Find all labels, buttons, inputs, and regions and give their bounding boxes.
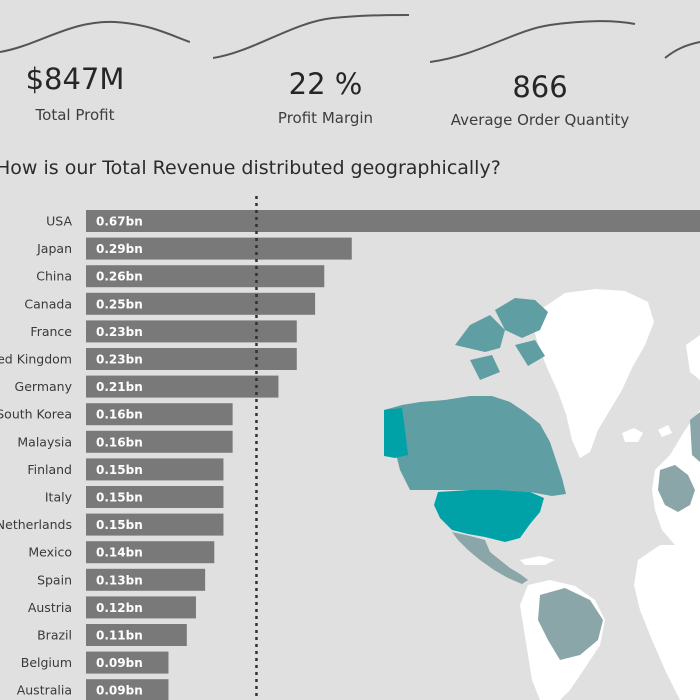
data-label: 0.09bn	[96, 656, 143, 670]
bar-brazil[interactable]	[86, 624, 187, 646]
map-caribbean[interactable]	[520, 556, 555, 565]
kpi-value: 866	[512, 70, 568, 104]
map-mexico[interactable]	[452, 532, 528, 584]
chart-title: How is our Total Revenue distributed geo…	[0, 157, 501, 179]
data-label: 0.15bn	[96, 491, 143, 505]
map-island[interactable]	[658, 425, 672, 437]
sparkline-icon	[0, 20, 190, 53]
kpi-label: Profit Margin	[277, 109, 374, 127]
bar-germany[interactable]	[86, 375, 279, 398]
bar-mexico[interactable]	[86, 541, 215, 564]
category-label: Japan	[36, 241, 72, 256]
bar-spain[interactable]	[86, 568, 206, 591]
category-label: Australia	[17, 683, 72, 698]
map-iceland[interactable]	[622, 428, 643, 442]
category-label: Belgium	[21, 655, 72, 670]
map-scandinavia[interactable]	[686, 335, 700, 380]
bar-usa[interactable]	[86, 210, 700, 232]
category-label: Austria	[28, 600, 72, 615]
map-africa[interactable]	[634, 545, 700, 700]
category-label: Italy	[45, 490, 73, 505]
category-label: Spain	[37, 572, 72, 587]
category-label: France	[30, 324, 72, 339]
category-label: Finland	[27, 462, 72, 477]
map-canada-islands[interactable]	[455, 298, 548, 380]
bar-france[interactable]	[86, 320, 297, 343]
kpi-row: $847M Total Profit 22 % Profit Margin 86…	[0, 0, 700, 140]
sparkline-icon	[664, 41, 700, 59]
map-brazil[interactable]	[538, 588, 603, 660]
bar-united-kingdom[interactable]	[86, 348, 297, 370]
data-label: 0.16bn	[96, 408, 143, 422]
bar-austria[interactable]	[86, 596, 196, 619]
bar-australia[interactable]	[86, 679, 169, 700]
category-label: USA	[46, 214, 72, 229]
kpi-total-profit[interactable]: $847M Total Profit	[0, 0, 190, 140]
map-alaska[interactable]	[384, 408, 408, 458]
bar-finland[interactable]	[86, 458, 224, 481]
map-europe-highlight[interactable]	[658, 465, 695, 512]
kpi-label: Total Profit	[35, 106, 115, 124]
bar-japan[interactable]	[86, 237, 352, 260]
data-label: 0.21bn	[96, 380, 143, 394]
sparkline-icon	[430, 20, 636, 63]
bar-belgium[interactable]	[86, 651, 169, 674]
data-label: 0.29bn	[96, 242, 143, 256]
category-label: Canada	[24, 296, 72, 311]
category-label: Netherlands	[0, 517, 72, 532]
kpi-profit-margin[interactable]: 22 % Profit Margin	[213, 0, 438, 140]
category-label: United Kingdom	[0, 352, 72, 367]
data-label: 0.67bn	[96, 215, 143, 229]
bar-china[interactable]	[86, 265, 325, 288]
map-greenland[interactable]	[534, 289, 654, 458]
map-usa[interactable]	[434, 490, 544, 542]
kpi-value: 22 %	[288, 67, 363, 101]
category-label: Germany	[15, 379, 73, 394]
data-label: 0.09bn	[96, 684, 143, 698]
data-label: 0.23bn	[96, 325, 143, 339]
category-label: Mexico	[28, 545, 72, 560]
category-label: China	[36, 269, 72, 284]
category-label: Brazil	[37, 628, 72, 643]
data-label: 0.23bn	[96, 353, 143, 367]
data-label: 0.15bn	[96, 463, 143, 477]
map-canada[interactable]	[384, 396, 566, 496]
kpi-label: Average Order Quantity	[450, 111, 630, 129]
data-label: 0.14bn	[96, 546, 143, 560]
kpi-value: $847M	[25, 62, 125, 96]
bar-canada[interactable]	[86, 292, 316, 315]
data-label: 0.15bn	[96, 518, 143, 532]
bar-south-korea[interactable]	[86, 403, 233, 426]
data-label: 0.25bn	[96, 297, 143, 311]
kpi-average-order-quantity[interactable]: 866 Average Order Quantity	[430, 0, 680, 140]
data-label: 0.26bn	[96, 270, 143, 284]
data-label: 0.11bn	[96, 629, 143, 643]
category-label: Malaysia	[17, 434, 72, 449]
map-norway[interactable]	[690, 412, 700, 462]
bar-malaysia[interactable]	[86, 430, 233, 453]
data-label: 0.13bn	[96, 573, 143, 587]
category-label: South Korea	[0, 407, 72, 422]
bar-netherlands[interactable]	[86, 513, 224, 536]
data-label: 0.12bn	[96, 601, 143, 615]
data-label: 0.16bn	[96, 435, 143, 449]
sparkline-icon	[213, 14, 410, 59]
bar-italy[interactable]	[86, 486, 224, 508]
